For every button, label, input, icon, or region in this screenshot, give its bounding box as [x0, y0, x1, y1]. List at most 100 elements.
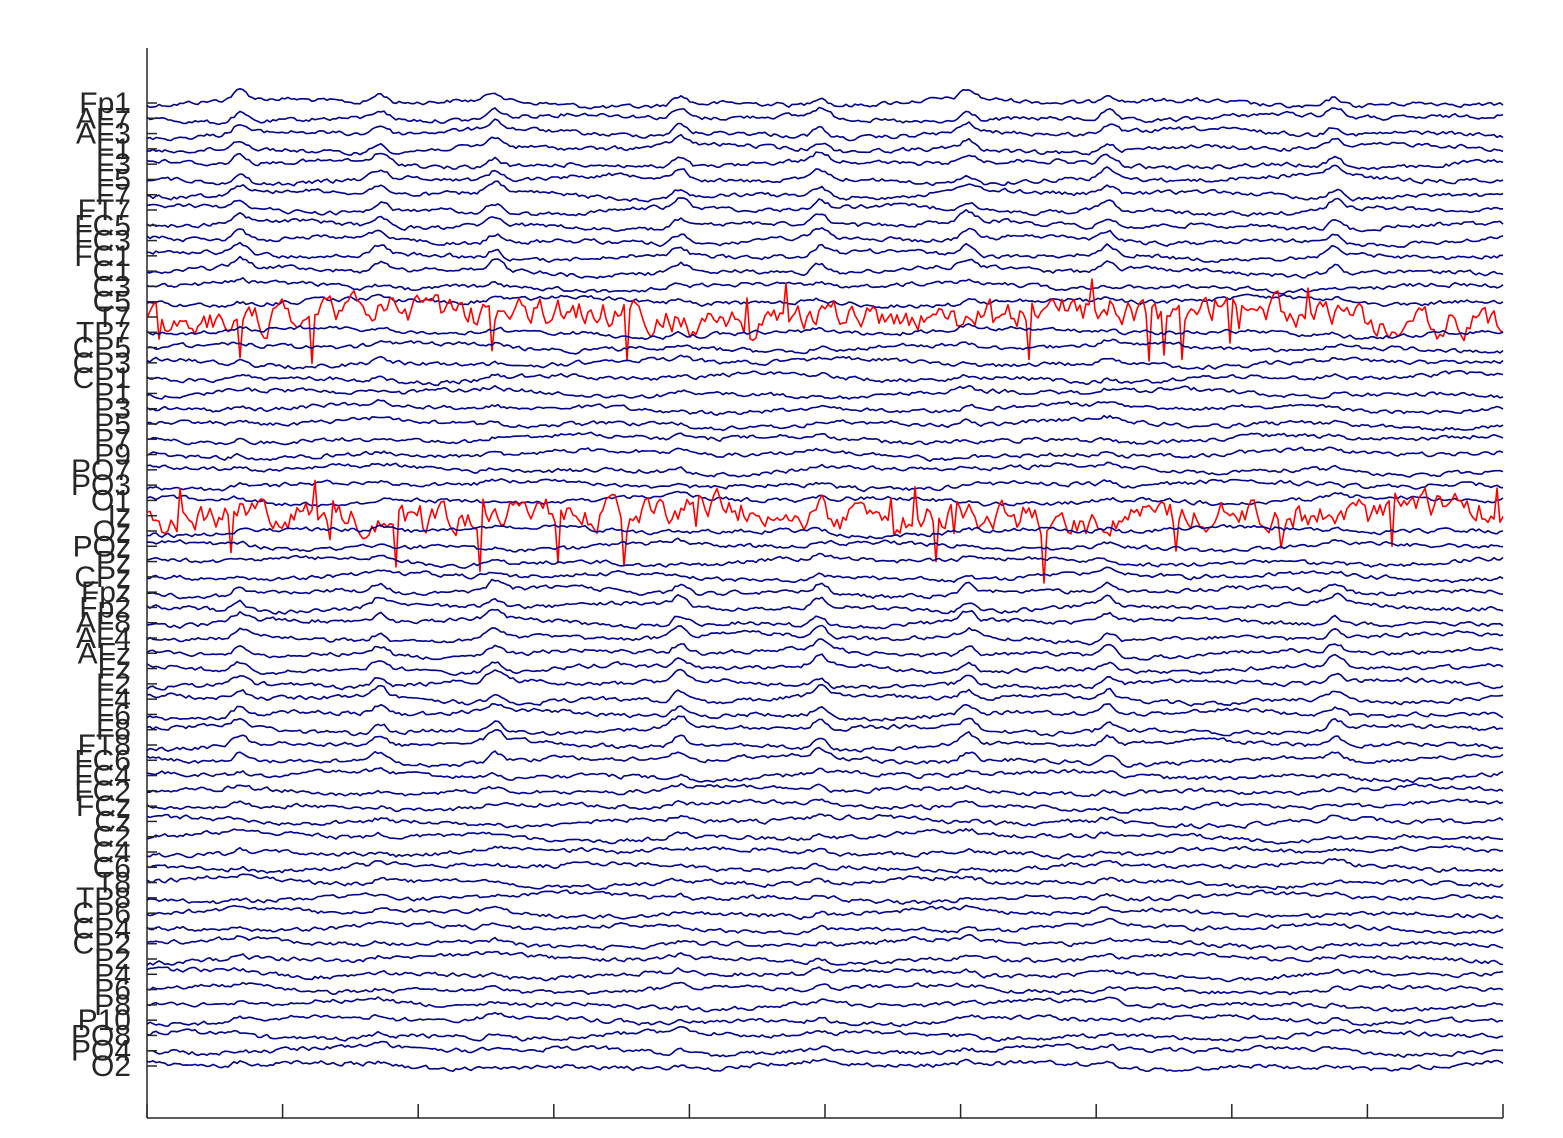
channel-label: AF8 — [76, 607, 131, 640]
trace-p7 — [147, 431, 1504, 446]
channel-label: C2 — [93, 821, 131, 854]
channel-label: F1 — [96, 133, 131, 166]
channel-label: AF3 — [76, 118, 131, 151]
trace-p4 — [146, 966, 1504, 983]
trace-fpz — [147, 578, 1503, 600]
channel-label: Oz — [93, 515, 131, 548]
trace-cp2 — [146, 933, 1504, 952]
channel-label: PO8 — [71, 1019, 131, 1052]
trace-p8 — [146, 996, 1504, 1013]
trace-fc2 — [147, 782, 1504, 798]
trace-f7 — [146, 180, 1504, 203]
trace-pz — [146, 552, 1504, 569]
channel-label: F7 — [96, 179, 131, 212]
trace-f8 — [146, 715, 1504, 737]
channel-label: FC6 — [74, 744, 131, 777]
channel-label: CP6 — [73, 897, 131, 930]
trace-fz — [146, 653, 1504, 676]
trace-p10 — [146, 1011, 1504, 1028]
trace-fp1 — [146, 88, 1504, 110]
channel-label: F4 — [96, 683, 131, 716]
channel-label: P5 — [94, 408, 131, 441]
channel-label: Fp1 — [79, 87, 131, 120]
channel-label: C3 — [93, 270, 131, 303]
trace-tp8 — [146, 889, 1504, 905]
trace-p9 — [146, 446, 1504, 463]
trace-c3 — [146, 276, 1504, 295]
axes — [146, 48, 1503, 1119]
channel-label: C5 — [93, 286, 131, 319]
channel-label: Fz — [98, 653, 131, 686]
channel-label: FC1 — [74, 240, 131, 273]
trace-fc1 — [146, 241, 1504, 264]
trace-fp2 — [146, 592, 1504, 615]
trace-po4 — [147, 1040, 1503, 1058]
trace-ft7 — [146, 197, 1504, 217]
channel-label: T8 — [96, 867, 131, 900]
trace-p2 — [146, 950, 1504, 966]
channel-label: CP1 — [73, 362, 131, 395]
trace-p3 — [146, 398, 1504, 417]
channel-label: Fpz — [81, 576, 131, 609]
trace-cp6 — [146, 904, 1504, 921]
trace-f1 — [146, 133, 1504, 156]
trace-af7 — [146, 106, 1504, 126]
trace-po8 — [146, 1025, 1504, 1042]
trace-c1 — [146, 255, 1504, 280]
trace-p6 — [146, 981, 1504, 996]
trace-t7 — [146, 278, 1504, 365]
channel-label: Pz — [96, 546, 131, 579]
trace-f2 — [146, 668, 1504, 691]
channel-label: FT7 — [78, 194, 131, 227]
trace-cpz — [146, 566, 1504, 584]
channel-label: F2 — [96, 668, 131, 701]
trace-fc6 — [146, 746, 1504, 768]
channel-label: AF4 — [76, 622, 131, 655]
channel-label: CP4 — [73, 912, 131, 945]
trace-p1 — [146, 384, 1504, 400]
trace-af3 — [146, 118, 1504, 142]
channel-label: P7 — [94, 423, 131, 456]
channel-label: CP3 — [73, 347, 131, 380]
trace-p5 — [146, 414, 1504, 432]
channel-label: P4 — [94, 958, 131, 991]
channel-label: AFz — [78, 637, 131, 670]
trace-o2 — [146, 1058, 1504, 1072]
channel-label: FC3 — [74, 225, 131, 258]
channel-label: FC2 — [74, 775, 131, 808]
channel-label: F5 — [96, 163, 131, 196]
channel-label: P1 — [94, 377, 131, 410]
channel-label: C1 — [93, 255, 131, 288]
trace-cp4 — [146, 917, 1504, 936]
trace-f4 — [146, 683, 1504, 707]
channel-label: FCz — [76, 790, 131, 823]
channel-label: FC5 — [74, 209, 131, 242]
channel-label: FC4 — [74, 760, 131, 793]
trace-fc4 — [146, 766, 1504, 784]
trace-oz — [146, 523, 1504, 540]
channel-label: CPz — [74, 561, 131, 594]
trace-po7 — [146, 461, 1504, 478]
channel-label: Iz — [108, 500, 131, 533]
trace-fc5 — [146, 209, 1504, 233]
trace-afz — [146, 638, 1504, 661]
y-tick-labels: Fp1AF7AF3F1F3F5F7FT7FC5FC3FC1C1C3C5T7TP7… — [71, 87, 157, 1083]
channel-label: P2 — [94, 943, 131, 976]
channel-label: PO3 — [71, 469, 131, 502]
channel-label: TP8 — [76, 882, 131, 915]
channel-label: F6 — [96, 698, 131, 731]
trace-cp3 — [146, 354, 1504, 371]
channel-label: POz — [73, 530, 131, 563]
trace-ft8 — [146, 729, 1504, 753]
trace-poz — [146, 537, 1504, 553]
channel-label: P9 — [94, 439, 131, 472]
channel-label: F3 — [96, 148, 131, 181]
traces — [146, 88, 1504, 1072]
trace-c5 — [146, 293, 1504, 309]
channel-label: P3 — [94, 393, 131, 426]
x-ticks — [146, 1104, 1504, 1118]
trace-po3 — [146, 478, 1504, 493]
trace-fc3 — [146, 227, 1504, 248]
channel-label: P8 — [94, 989, 131, 1022]
